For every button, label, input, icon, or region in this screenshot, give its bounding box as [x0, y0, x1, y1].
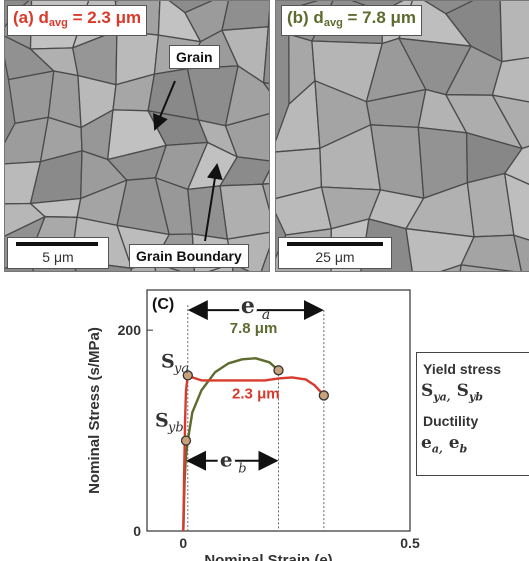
eb-label: e: [220, 448, 233, 472]
data-marker: [182, 370, 193, 381]
x-tick-label: 0: [179, 535, 187, 551]
series-line-2-3um: [182, 374, 325, 532]
grain-cell: [261, 183, 269, 211]
panel-c-label: (C): [152, 296, 174, 313]
legend-yield-title: Yield stress: [423, 361, 502, 377]
sya-label: S: [161, 350, 175, 372]
legend-box: Yield stress Sya, Syb Ductility ea, eb: [416, 352, 529, 476]
y-axis-label: Nominal Stress (s/MPa): [86, 327, 103, 494]
ea-sub-label: a: [262, 307, 270, 323]
scale-bar-text-b: 25 μm: [315, 249, 355, 265]
ea-label: e: [241, 293, 255, 319]
grain-cell: [460, 234, 523, 271]
panel-b-label: (b) davg = 7.8 μm: [281, 5, 423, 36]
grain-pattern: [276, 1, 529, 271]
legend-ductility-symbols: ea, eb: [421, 433, 468, 456]
scale-bar-text-a: 5 μm: [42, 249, 74, 265]
data-marker: [180, 435, 192, 446]
grain-cell: [440, 263, 462, 271]
grain-boundary-annotation: Grain Boundary: [129, 244, 249, 268]
grain-cell: [262, 26, 269, 84]
data-marker: [318, 390, 329, 401]
grain-cell: [513, 234, 529, 271]
grain-cell: [219, 183, 269, 240]
legend-yield-symbols: Sya, Syb: [421, 381, 483, 404]
series-label-7-8um: 7.8 μm: [230, 320, 278, 337]
series-label-2-3um: 2.3 μm: [232, 385, 280, 402]
eb-sub-label: b: [238, 462, 246, 477]
sya-sub-label: ya: [173, 361, 189, 376]
panel-a-label: (a) davg = 2.3 μm: [7, 5, 148, 36]
grain-cell: [267, 10, 269, 28]
scale-bar-b: 25 μm: [278, 237, 392, 269]
scale-bar-line-a: [16, 242, 98, 246]
micrograph-a-image: [5, 1, 269, 271]
grain-cell: [261, 169, 269, 185]
grain-cell: [491, 56, 529, 103]
syb-sub-label: yb: [167, 421, 184, 436]
grain-cell: [503, 172, 529, 241]
syb-label: S: [155, 410, 169, 432]
grain-cell: [224, 64, 269, 127]
x-tick-label: 0.5: [400, 535, 420, 551]
grain-pattern: [5, 1, 269, 271]
x-axis-label: Nominal Strain (e): [204, 552, 332, 561]
grain-cell: [499, 1, 529, 63]
scale-bar-line-b: [287, 242, 383, 246]
micrograph-panel-a: (a) davg = 2.3 μm Grain Grain Boundary 5…: [4, 0, 270, 272]
data-marker: [273, 365, 284, 376]
grain-cell: [260, 247, 269, 271]
stress-strain-chart: 0 200 0 0.5 Nominal Strain (e) Nominal Stress…: [86, 289, 420, 561]
grain-annotation: Grain: [169, 45, 220, 69]
grain-cell: [262, 82, 269, 92]
scale-bar-a: 5 μm: [7, 237, 109, 269]
legend-ductility-title: Ductility: [423, 413, 479, 429]
grain-cell: [224, 113, 269, 162]
grain-cell: [459, 264, 515, 271]
grain-boundary-arrow: [204, 163, 223, 242]
y-tick-label: 0: [133, 523, 141, 539]
grain-arrow: [153, 80, 176, 131]
micrograph-panel-b: (b) davg = 7.8 μm 25 μm: [275, 0, 529, 272]
grain-cell: [7, 70, 55, 125]
grain-cell: [503, 145, 529, 185]
grain-cell: [221, 1, 269, 32]
grain-cell: [491, 94, 529, 150]
y-tick-label: 200: [118, 322, 142, 338]
micrograph-b-image: [276, 1, 529, 271]
